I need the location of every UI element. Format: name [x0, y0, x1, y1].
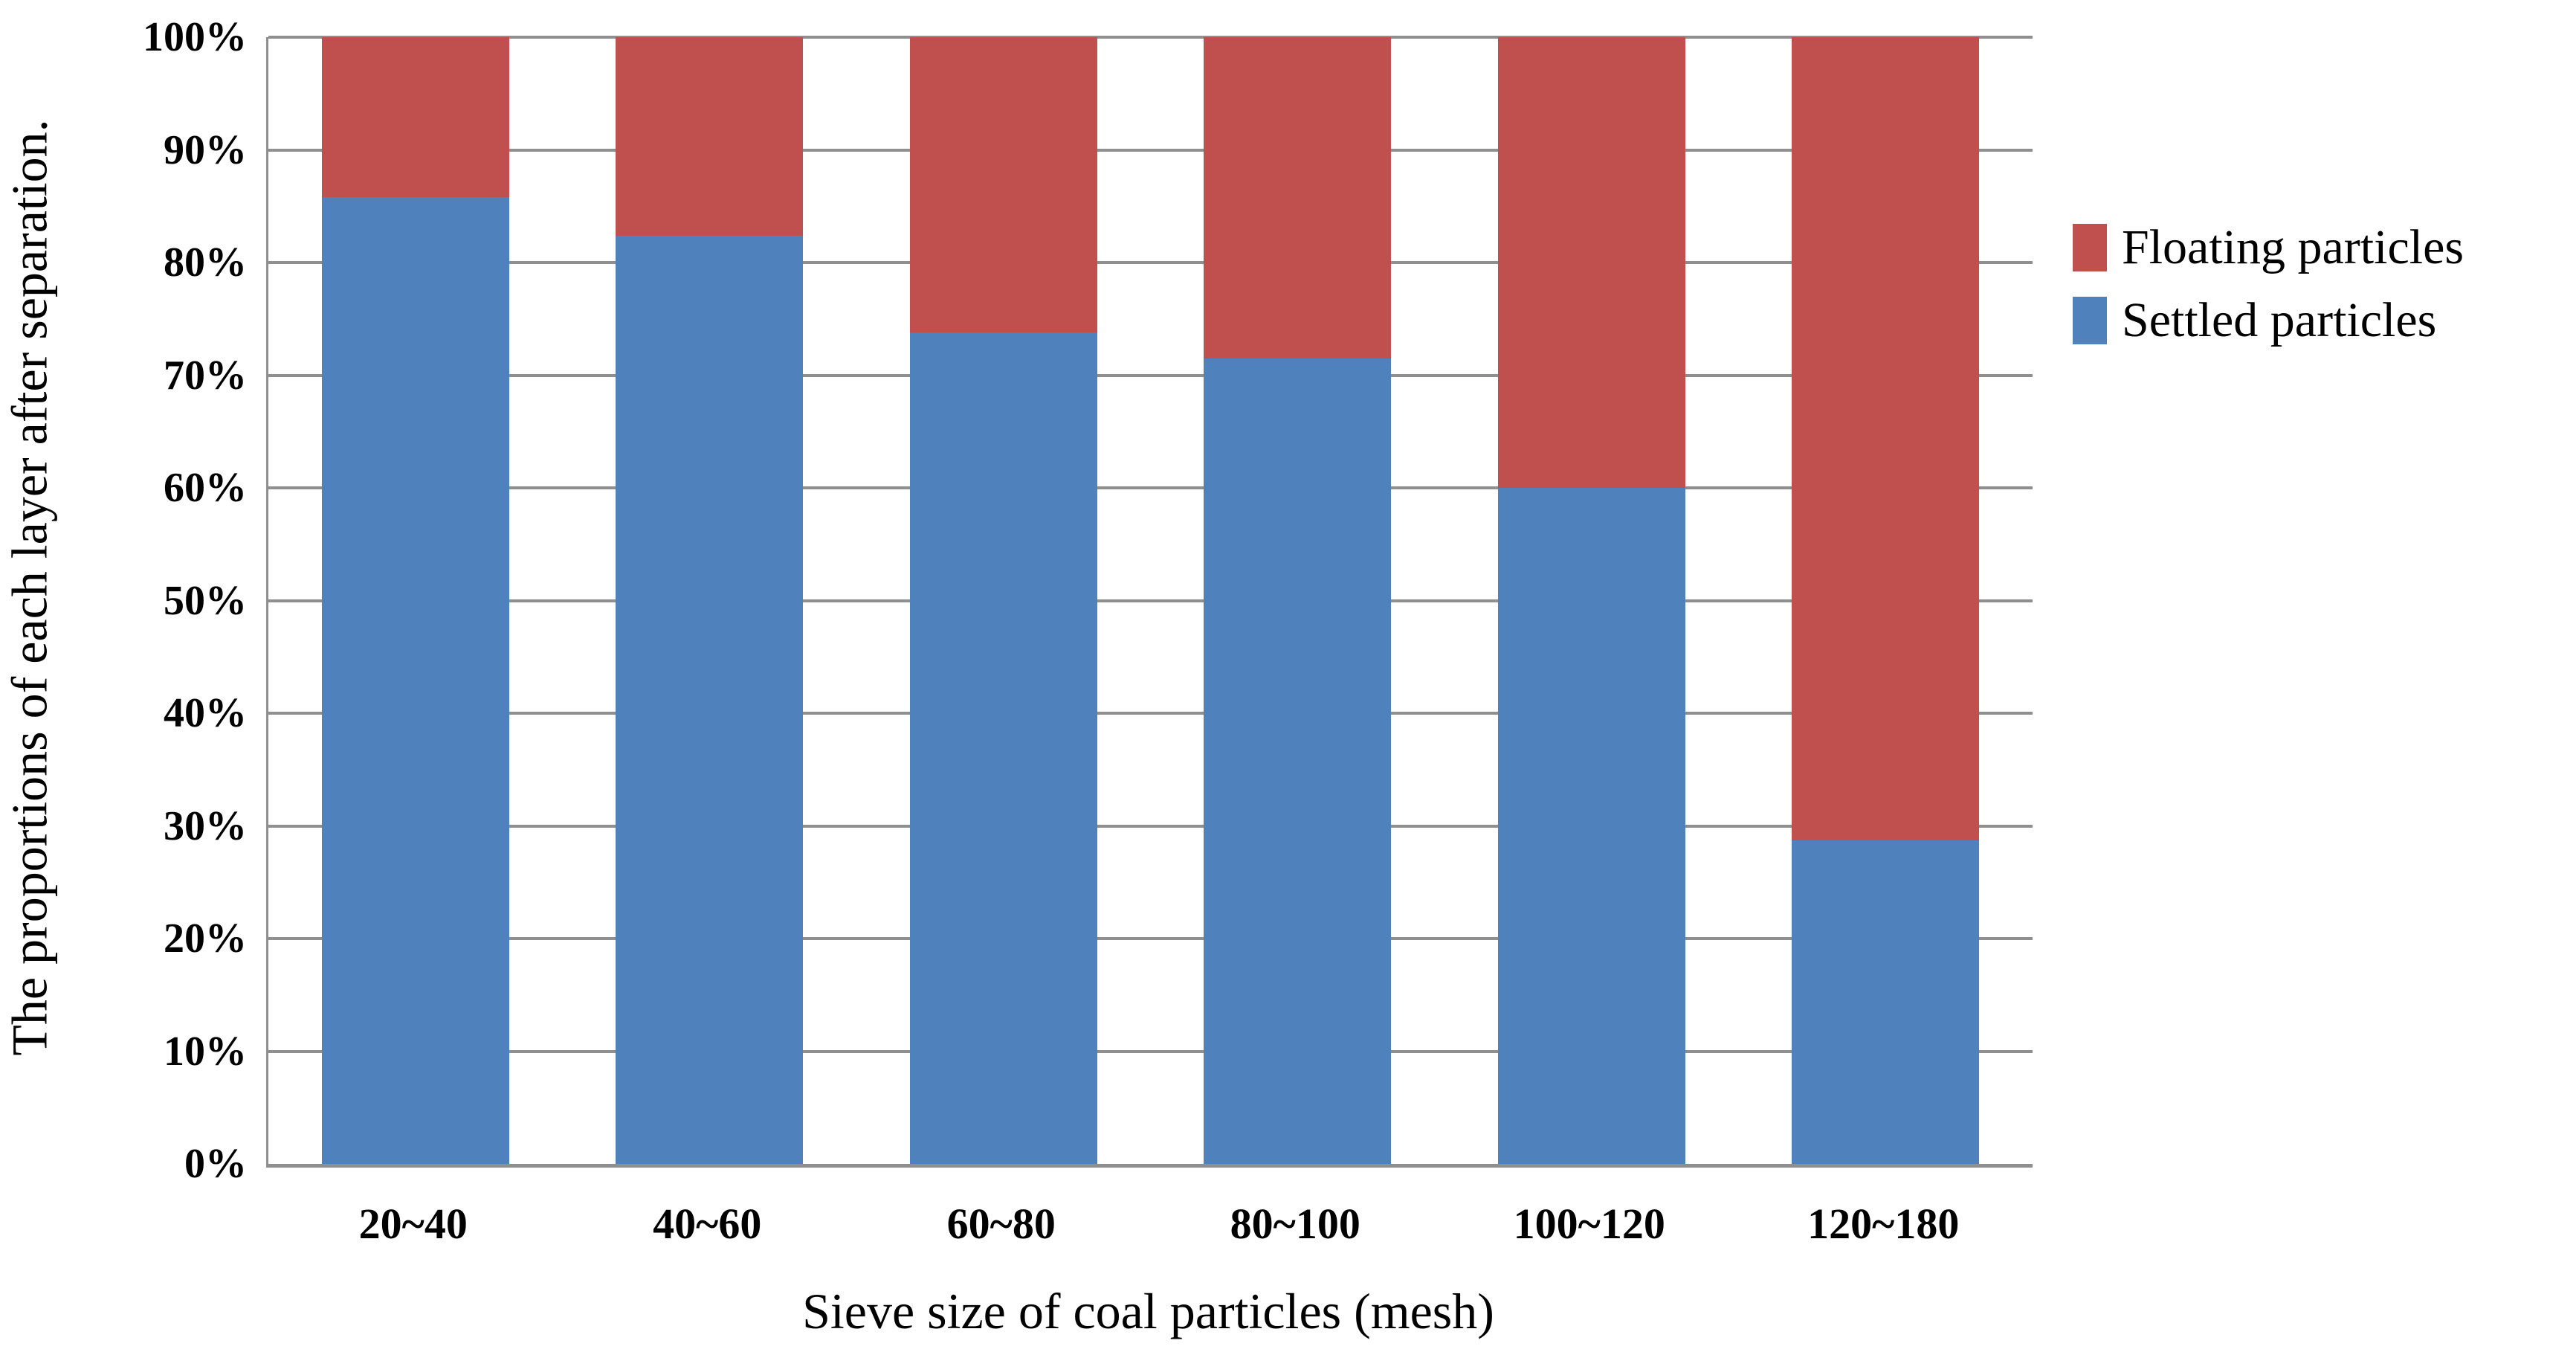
segment-floating-80~100: [1204, 37, 1392, 358]
y-tick-label-20: 20%: [164, 915, 247, 962]
gridline-80: [268, 261, 2033, 264]
y-tick-label-60: 60%: [164, 465, 247, 511]
plot-area: [266, 36, 2033, 1168]
legend-swatch-icon: [2073, 224, 2107, 271]
segment-floating-20~40: [321, 37, 509, 198]
legend: Floating particles Settled particles: [2073, 223, 2464, 345]
bar-slot-40~60: [563, 37, 857, 1164]
x-tick-label-60~80: 60~80: [946, 1200, 1056, 1248]
segment-settled-40~60: [616, 235, 804, 1164]
gridline-40: [268, 712, 2033, 715]
x-tick-label-80~100: 80~100: [1230, 1200, 1360, 1248]
gridline-10: [268, 1049, 2033, 1053]
stacked-bar-100~120: [1497, 37, 1685, 1164]
stacked-bar-120~180: [1792, 37, 1980, 1164]
gridline-90: [268, 148, 2033, 152]
x-tick-label-100~120: 100~120: [1513, 1200, 1665, 1248]
legend-label: Floating particles: [2122, 220, 2464, 274]
segment-floating-120~180: [1792, 37, 1980, 841]
gridlines: [268, 36, 2033, 1164]
gridline-50: [268, 599, 2033, 602]
y-tick-label-90: 90%: [164, 126, 247, 173]
gridline-100: [268, 36, 2033, 39]
segment-settled-100~120: [1497, 488, 1685, 1164]
stacked-bar-20~40: [321, 37, 509, 1164]
y-tick-label-0: 0%: [184, 1141, 247, 1187]
segment-floating-100~120: [1497, 37, 1685, 488]
x-tick-label-120~180: 120~180: [1807, 1200, 1960, 1248]
y-tick-label-40: 40%: [164, 690, 247, 736]
y-axis-ticks: 0% 10% 20% 30% 40% 50% 60% 70% 80% 90% 100%: [0, 16, 257, 1185]
segment-floating-60~80: [909, 37, 1097, 332]
y-tick-label-10: 10%: [164, 1028, 247, 1075]
legend-item: Floating particles: [2073, 223, 2464, 272]
legend-label: Settled particles: [2122, 293, 2437, 347]
gridline-60: [268, 486, 2033, 489]
bar-slot-80~100: [1151, 37, 1445, 1164]
gridline-20: [268, 937, 2033, 940]
legend-swatch-icon: [2073, 297, 2107, 344]
gridline-30: [268, 824, 2033, 828]
y-tick-label-30: 30%: [164, 802, 247, 849]
segment-settled-120~180: [1792, 840, 1980, 1164]
bar-slot-20~40: [268, 37, 563, 1164]
y-tick-label-50: 50%: [164, 577, 247, 624]
segment-settled-80~100: [1204, 358, 1392, 1164]
segment-settled-60~80: [909, 332, 1097, 1164]
x-axis-ticks: 20~40 40~60 60~80 80~100 100~120 120~180: [266, 1199, 2030, 1249]
bar-slot-120~180: [1739, 37, 2033, 1164]
stacked-bar-40~60: [616, 37, 804, 1164]
stacked-bar-80~100: [1204, 37, 1392, 1164]
segment-settled-20~40: [321, 197, 509, 1164]
x-tick-label-20~40: 20~40: [358, 1200, 468, 1248]
y-tick-label-100: 100%: [143, 14, 247, 60]
segment-floating-40~60: [616, 37, 804, 236]
gridline-70: [268, 373, 2033, 377]
bar-slot-100~120: [1444, 37, 1739, 1164]
x-axis-title: Sieve size of coal particles (mesh): [802, 1283, 1494, 1339]
stacked-bar-60~80: [909, 37, 1097, 1164]
x-tick-label-40~60: 40~60: [653, 1200, 762, 1248]
legend-item: Settled particles: [2073, 296, 2464, 345]
y-tick-label-70: 70%: [164, 352, 247, 399]
bar-slot-60~80: [856, 37, 1151, 1164]
y-tick-label-80: 80%: [164, 239, 247, 286]
bar-series-container: [268, 37, 2033, 1164]
